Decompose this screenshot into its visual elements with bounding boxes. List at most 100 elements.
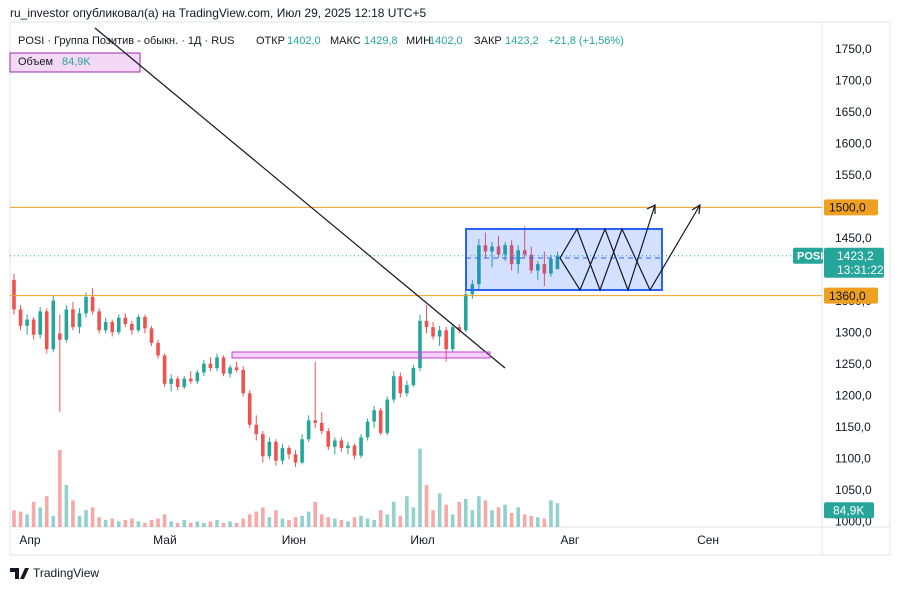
level-tag (824, 287, 878, 304)
volume-bar (457, 501, 462, 527)
candle-body (391, 376, 396, 400)
y-tick-label: 1700,0 (835, 74, 872, 88)
volume-bar (503, 504, 507, 527)
volume-bar (58, 450, 62, 527)
candle-body (71, 309, 75, 328)
volume-label: Объем (18, 56, 53, 68)
candle-body (431, 327, 435, 337)
candle-body (84, 296, 88, 314)
candle-body (365, 421, 370, 438)
projection-path (559, 204, 701, 292)
volume-bar (463, 499, 468, 527)
candle-body (326, 431, 331, 447)
drawings (94, 27, 701, 369)
y-tick-label: 1250,0 (835, 357, 872, 371)
candle-body (555, 255, 560, 270)
logo-mark (10, 568, 29, 579)
trend-line (94, 27, 506, 369)
y-tick-label: 1300,0 (835, 326, 872, 340)
projection-path (559, 204, 656, 292)
candle-body (463, 294, 468, 331)
volume-bar (130, 518, 134, 527)
volume-bar (339, 520, 344, 527)
candle-body (202, 363, 206, 373)
close-label: ЗАКР (474, 35, 502, 47)
candle-body (221, 357, 226, 374)
y-tick-label: 1200,0 (835, 389, 872, 403)
candle-body (372, 410, 376, 422)
volume-bar (84, 510, 88, 527)
y-tick-label: 1450,0 (835, 231, 872, 245)
volume-bar (300, 515, 304, 527)
volume-bar (319, 514, 324, 527)
volume-bar (77, 515, 82, 527)
volume-bar (555, 503, 560, 527)
volume-bar (241, 518, 245, 527)
volume-bar (195, 521, 200, 527)
ticker: POSI (797, 251, 823, 263)
y-tick-label: 1550,0 (835, 168, 872, 182)
volume-bar (221, 522, 226, 527)
candle-body (450, 327, 455, 350)
volume-bar (313, 501, 317, 527)
low-label: МИН (406, 35, 431, 47)
candle-body (313, 420, 317, 423)
x-tick-label: Сен (697, 533, 719, 547)
volume-bar (274, 510, 278, 527)
candle-body (424, 320, 429, 328)
volume-bar (228, 521, 232, 527)
volume-bar (136, 521, 141, 527)
volume-bar (437, 493, 442, 527)
volume-bar (25, 514, 29, 527)
x-tick-label: Май (153, 533, 177, 547)
level-label: 1500,0 (829, 201, 866, 215)
candle-body (188, 378, 193, 382)
price-tag (824, 247, 884, 278)
volume-tag-value: 84,9K (833, 503, 864, 517)
candle-body (516, 250, 520, 265)
candle-body (385, 399, 390, 433)
change: +21,8 (+1,56%) (548, 35, 624, 47)
volume-bar (450, 514, 455, 527)
volume-tag (824, 502, 874, 519)
candle-body (536, 264, 540, 271)
candle-body (51, 300, 56, 350)
candle-body (437, 330, 442, 337)
candle-body (156, 342, 160, 356)
publisher: ru_investor опубликовал(а) на TradingVie… (10, 6, 426, 20)
high-value: 1429,8 (364, 35, 398, 47)
volume-bar (97, 517, 101, 527)
volume-bar (549, 500, 553, 527)
candle-body (529, 254, 534, 271)
volume-bar (143, 522, 147, 527)
logo: TradingView (10, 566, 99, 580)
volume-bar (542, 518, 547, 527)
plot: 1000,01050,01100,01150,01200,01250,01300… (10, 42, 884, 547)
candle-body (64, 309, 69, 340)
volume-bar (90, 507, 95, 527)
candle-body (12, 279, 16, 310)
candle-body (483, 245, 488, 252)
candle-body (25, 319, 29, 326)
volume-bar (411, 507, 416, 527)
candle-body (136, 317, 141, 331)
x-tick-label: Апр (19, 533, 41, 547)
volume-bar (352, 517, 357, 527)
level-label: 1360,0 (829, 289, 866, 303)
volume-bar (470, 510, 475, 527)
volume-bar (444, 504, 448, 527)
candle-body (306, 420, 311, 440)
candle-body (149, 328, 154, 343)
candle-body (58, 333, 62, 340)
volume-bar (405, 496, 409, 527)
volume-bar (123, 520, 128, 527)
volume-bar (149, 520, 154, 527)
volume-bar (71, 500, 75, 527)
arrow-head (691, 203, 701, 215)
close-value: 1423,2 (505, 35, 539, 47)
candle-body (234, 367, 239, 370)
volume-bar (110, 518, 115, 527)
candle-body (333, 440, 337, 447)
x-tick-label: Июл (410, 533, 434, 547)
